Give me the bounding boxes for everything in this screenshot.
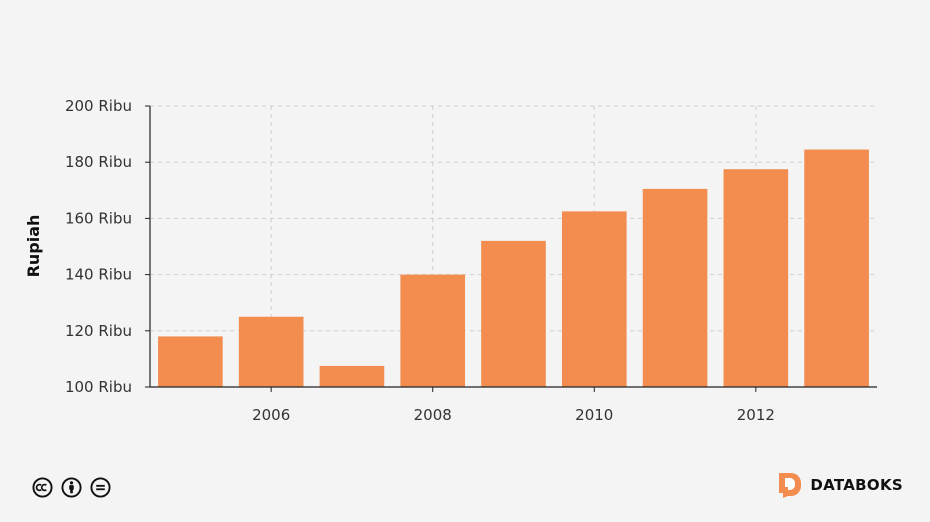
x-tick-label: 2006 [252, 406, 290, 424]
y-axis-title: Rupiah [24, 215, 43, 278]
bar-2008 [400, 274, 466, 387]
databoks-logo-icon [779, 473, 802, 498]
x-tick-label: 2012 [737, 406, 775, 424]
y-tick-label: 140 Ribu [65, 266, 132, 284]
x-tick-label: 2010 [575, 406, 613, 424]
y-tick-label: 160 Ribu [65, 209, 132, 227]
license-icons [32, 477, 111, 498]
databoks-logo: DATABOKS [778, 472, 903, 498]
bar-2007 [319, 365, 385, 387]
creative-commons-icon [32, 477, 53, 498]
bar-2010 [561, 211, 627, 387]
no-derivatives-icon [90, 477, 111, 498]
axes [145, 105, 877, 392]
y-tick-label: 180 Ribu [65, 153, 132, 171]
bar-2012 [723, 169, 789, 387]
bar-2006 [238, 316, 304, 387]
attribution-icon [61, 477, 82, 498]
y-tick-label: 120 Ribu [65, 322, 132, 340]
bars [158, 149, 869, 387]
bar-2013 [804, 149, 869, 387]
bar-2005 [158, 336, 223, 387]
tick-labels: 100 Ribu 120 Ribu 140 Ribu 160 Ribu 180 Ribu… [65, 97, 775, 424]
bar-2011 [642, 188, 708, 387]
bar-2009 [481, 240, 546, 387]
y-tick-label: 200 Ribu [65, 97, 132, 115]
y-tick-label: 100 Ribu [65, 378, 132, 396]
x-tick-label: 2008 [414, 406, 452, 424]
brand-name: DATABOKS [810, 476, 903, 494]
